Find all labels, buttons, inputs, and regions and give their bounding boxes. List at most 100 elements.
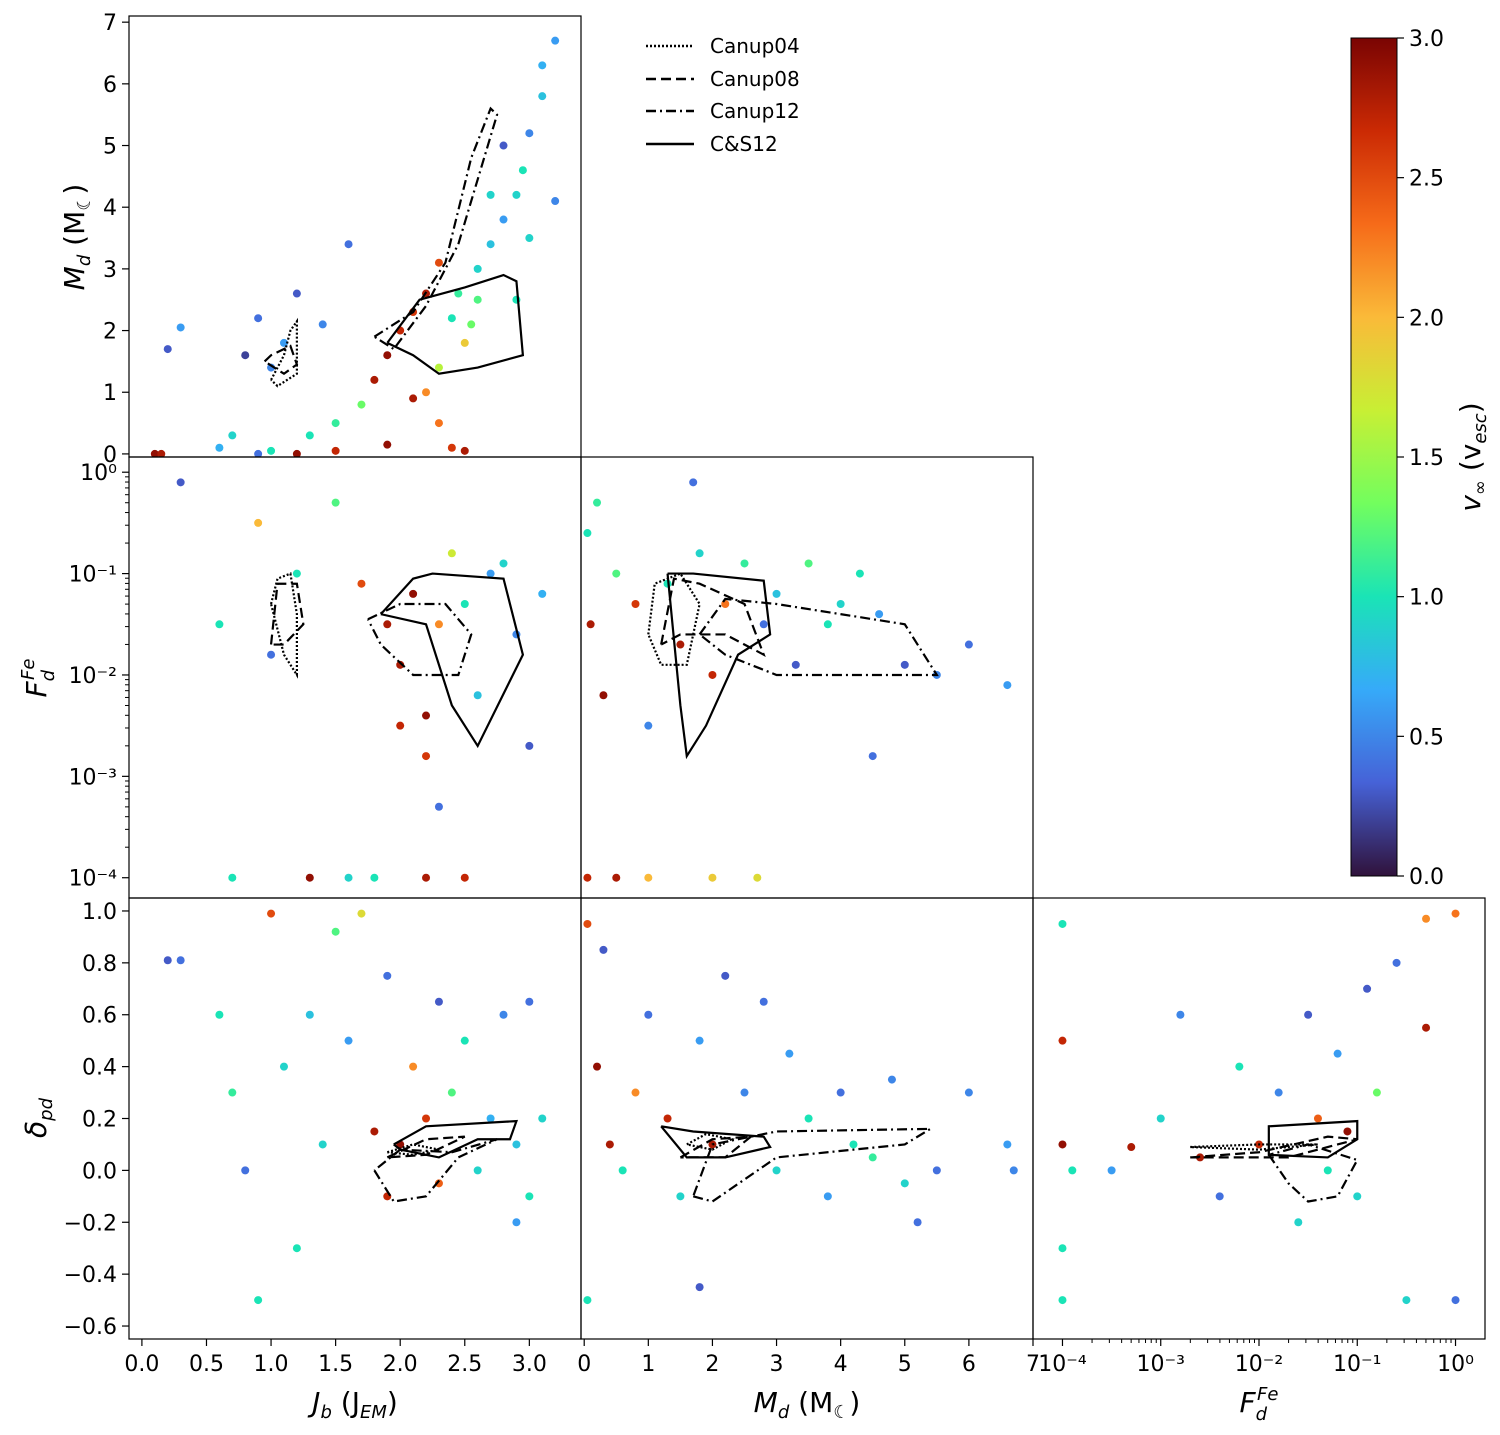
data-point	[499, 141, 508, 150]
panel-Md_vs_Jb: 0 1 2 3 4 5 6 7	[103, 11, 582, 468]
data-point	[254, 1296, 263, 1305]
data-point	[150, 449, 159, 457]
x-tick-label: 1.0	[254, 1352, 289, 1377]
data-point	[1058, 1140, 1067, 1149]
data-point	[447, 549, 456, 558]
scatter-points	[176, 478, 547, 882]
data-point	[663, 1114, 672, 1123]
data-point	[612, 873, 621, 882]
data-point	[434, 997, 443, 1006]
data-point	[791, 660, 800, 669]
curve-cands12	[386, 273, 525, 375]
data-point	[396, 660, 405, 669]
panel-frame	[128, 897, 582, 1340]
data-point	[689, 478, 698, 487]
data-point	[525, 129, 534, 138]
colorbar-tick-label: 2.0	[1409, 306, 1444, 331]
data-point	[612, 569, 621, 578]
data-point	[1402, 1296, 1411, 1305]
data-point	[708, 873, 717, 882]
colorbar-tick-label: 1.0	[1409, 586, 1444, 611]
data-point	[1422, 1023, 1431, 1032]
data-point	[785, 1049, 794, 1058]
data-point	[292, 449, 301, 457]
curve-cands12	[666, 572, 772, 760]
data-point	[434, 419, 443, 428]
data-point	[695, 1283, 704, 1292]
data-point	[499, 559, 508, 568]
data-point	[370, 1127, 379, 1136]
reference-curves	[1190, 1119, 1359, 1203]
data-point	[1127, 1143, 1136, 1152]
data-point	[473, 691, 482, 700]
data-point	[525, 234, 534, 243]
y-tick-label: −0.6	[64, 1315, 117, 1340]
y-tick-label: −0.4	[64, 1263, 117, 1288]
data-point	[422, 752, 431, 761]
colorbar-tick-label: 1.5	[1409, 446, 1444, 471]
scatter-points	[583, 478, 1012, 882]
data-point	[1451, 1296, 1460, 1305]
data-point	[409, 394, 418, 403]
data-point	[331, 446, 340, 455]
curve-canup08	[269, 582, 305, 646]
data-point	[740, 1088, 749, 1097]
curve-canup08	[660, 577, 766, 658]
data-point	[1451, 909, 1460, 918]
data-point	[422, 873, 431, 882]
data-point	[305, 431, 314, 440]
data-point	[267, 650, 276, 659]
x-tick-label: 0	[577, 1352, 591, 1377]
data-point	[586, 620, 595, 629]
legend-label-canup04: Canup04	[710, 34, 800, 58]
curve-canup12	[366, 602, 473, 677]
data-point	[267, 446, 276, 455]
data-point	[331, 498, 340, 507]
colorbar-tick-label: 0.0	[1409, 865, 1444, 890]
data-point	[215, 1010, 224, 1019]
panels-layer: 0123456710⁻⁴10⁻³10⁻²10⁻¹10⁰−0.6−0.4−0.20…	[64, 11, 1486, 1377]
data-point	[518, 166, 527, 175]
reference-curves	[373, 1119, 519, 1203]
data-point	[964, 640, 973, 649]
y-tick-label: 3	[103, 258, 117, 283]
data-point	[836, 600, 845, 608]
curve-canup08	[263, 344, 299, 376]
data-point	[644, 721, 653, 730]
data-point	[1323, 1166, 1332, 1175]
y-tick-label: 10⁰	[80, 461, 117, 486]
panel-delta_vs_Md: 0 1 2 3 4 5 6 7	[577, 897, 1040, 1377]
data-point	[593, 1062, 602, 1071]
data-point	[254, 314, 263, 323]
data-point	[708, 670, 717, 679]
x-tick-label: 10⁻⁴	[1038, 1352, 1087, 1377]
data-point	[357, 909, 366, 918]
curve-canup12	[373, 1138, 498, 1203]
reference-curves	[269, 572, 525, 749]
data-point	[241, 351, 250, 360]
data-point	[383, 971, 392, 980]
data-point	[1058, 1244, 1067, 1253]
data-point	[318, 320, 327, 329]
y-tick-label: 10⁻²	[69, 664, 117, 689]
scatter-points	[1058, 909, 1460, 1305]
data-point	[804, 559, 813, 568]
y-tick-label: 0.2	[82, 1108, 117, 1133]
data-point	[605, 1140, 614, 1149]
data-point	[370, 873, 379, 882]
data-point	[512, 190, 521, 199]
data-point	[473, 295, 482, 304]
curve-canup12	[373, 106, 499, 351]
data-point	[292, 569, 301, 578]
data-point	[499, 215, 508, 224]
data-point	[538, 61, 547, 70]
data-point	[631, 1088, 640, 1097]
data-point	[676, 640, 685, 649]
data-point	[460, 446, 469, 455]
data-point	[422, 388, 431, 397]
data-point	[1068, 1166, 1077, 1175]
data-point	[512, 1218, 521, 1227]
data-point	[900, 1179, 909, 1188]
panel-delta_vs_Jb: −0.6 −0.4 −0.2 0.0 0.2 0.4 0.6 0.8 1.0 0.0 0.5 1.0 1…	[64, 897, 582, 1377]
data-point	[383, 620, 392, 629]
